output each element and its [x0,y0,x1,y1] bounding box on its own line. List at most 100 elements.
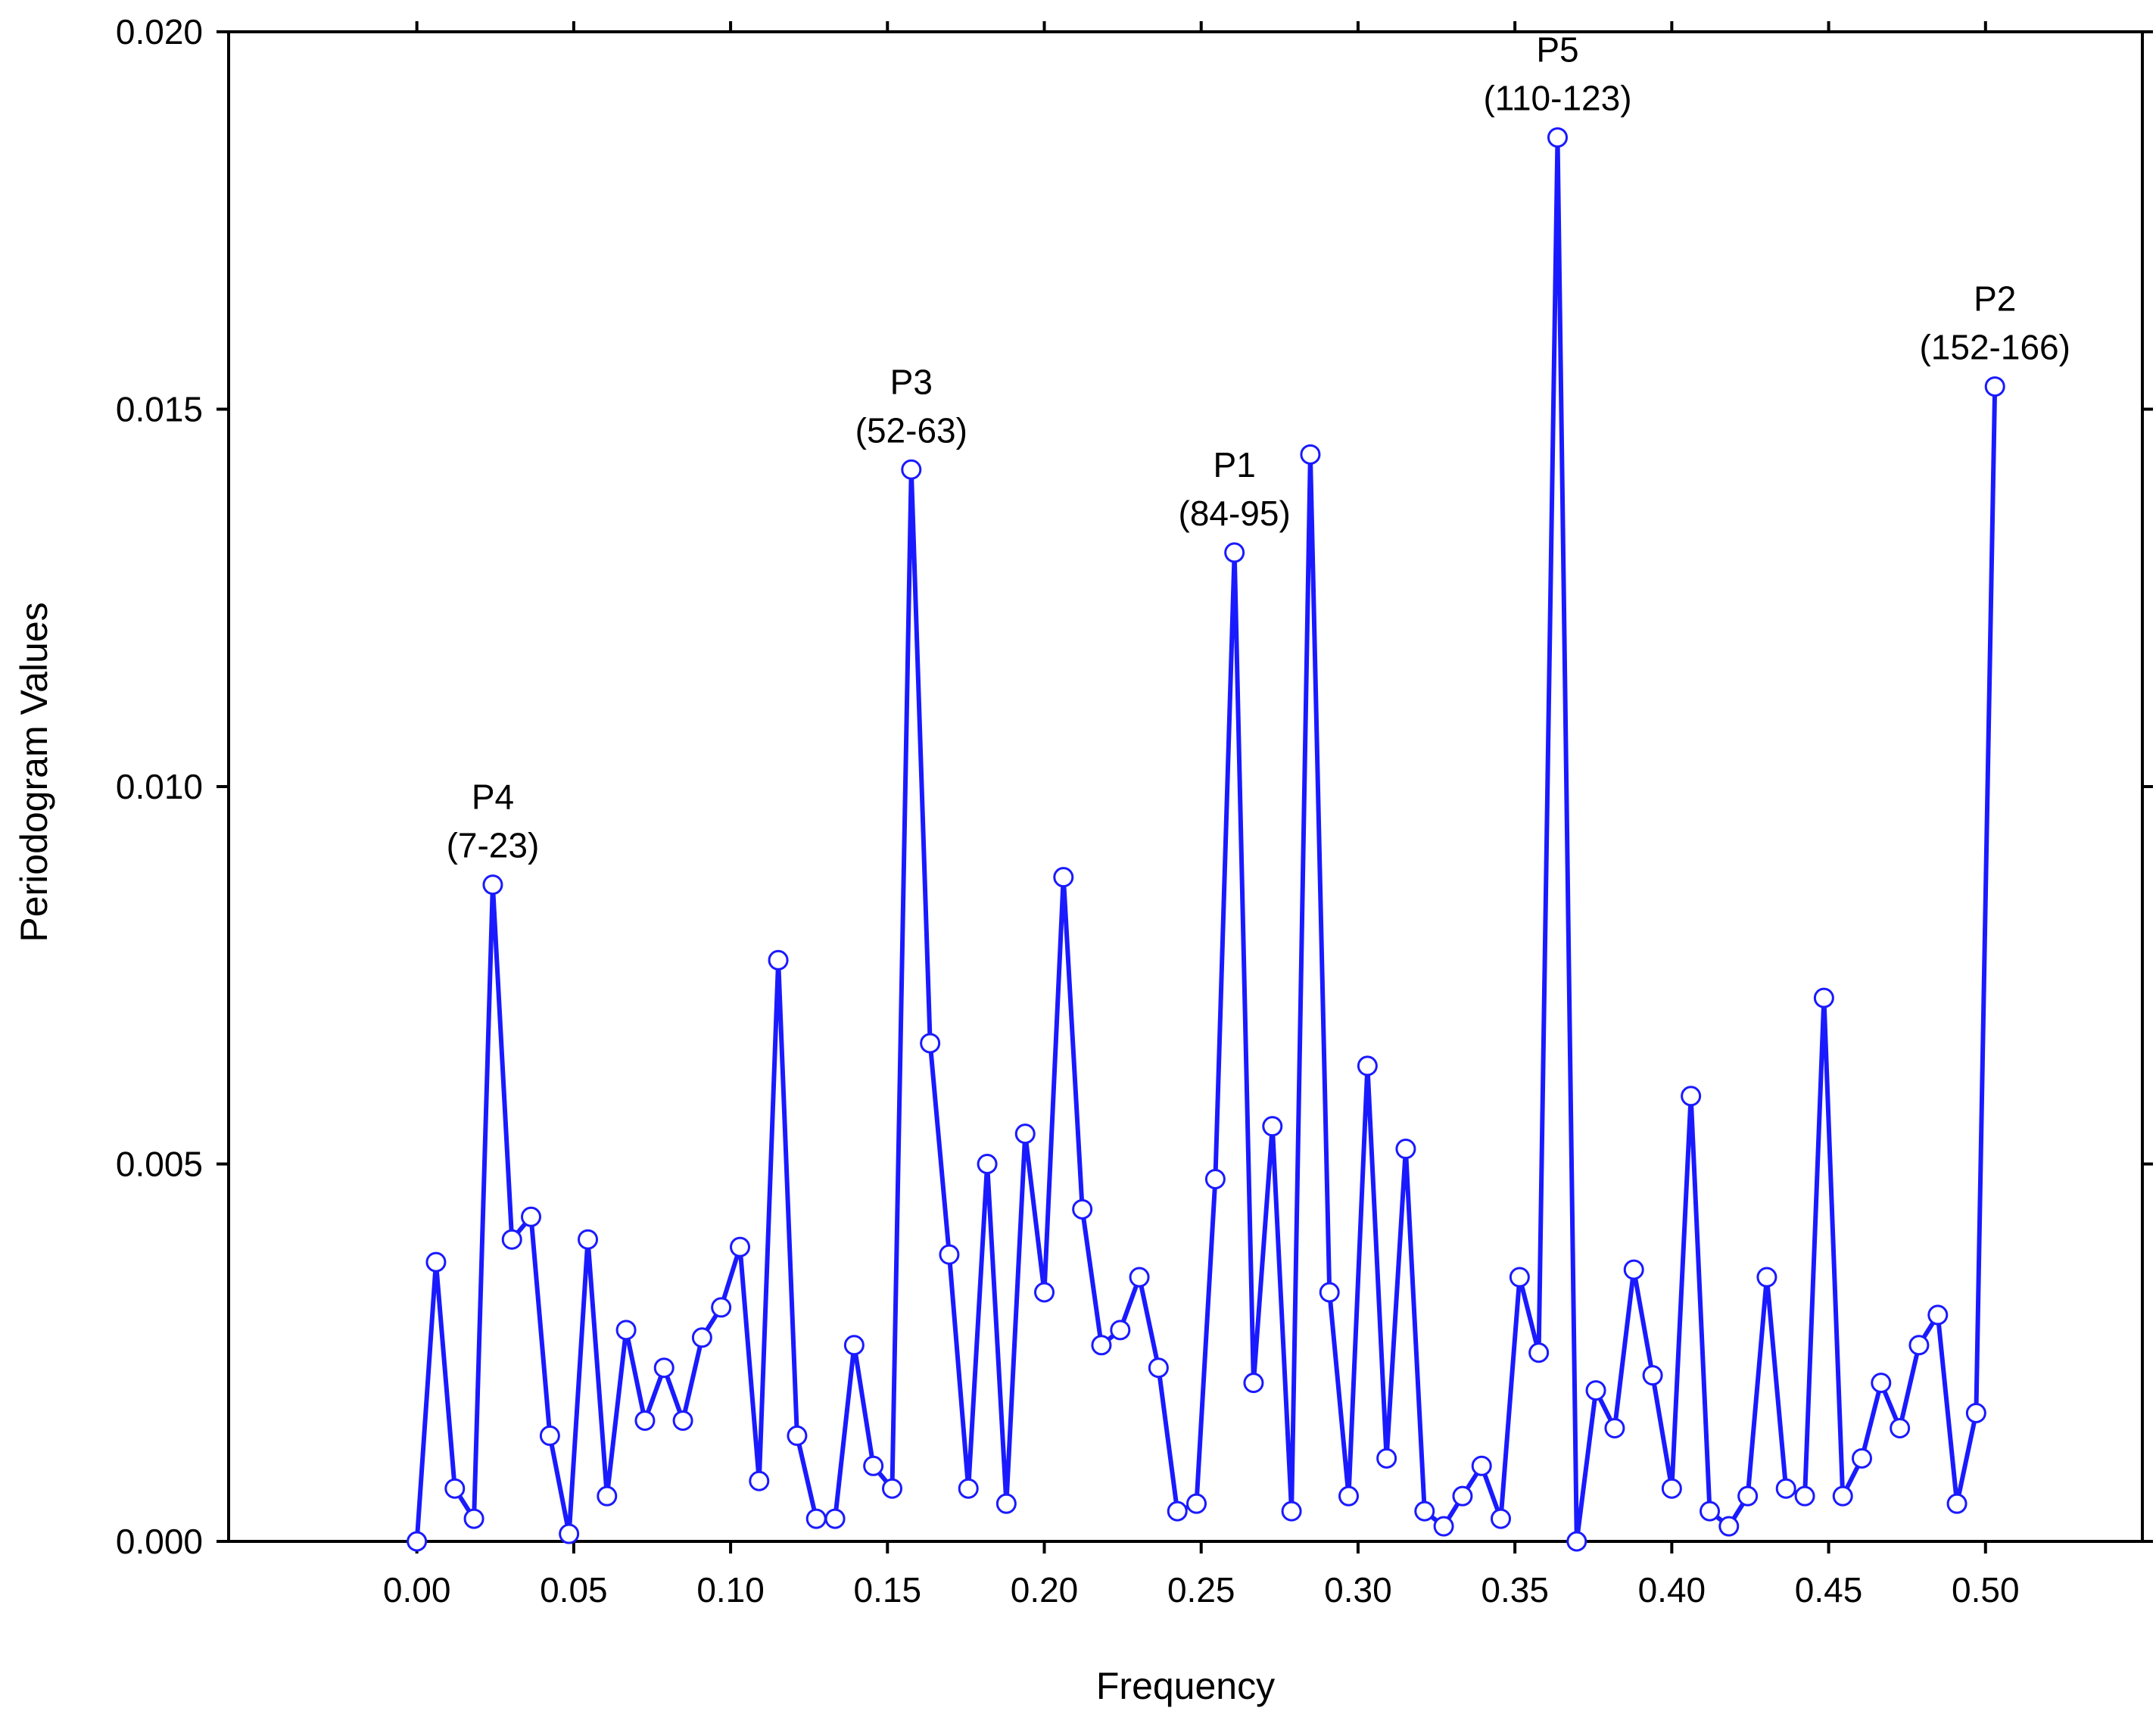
data-point [1148,1357,1169,1379]
data-point [1852,1448,1873,1469]
data-point [463,1508,484,1529]
data-point [1433,1516,1454,1537]
peak-label: P1 [1214,445,1256,485]
y-tick-label: 0.010 [116,767,203,806]
y-tick-label: 0.015 [116,390,203,429]
data-point [425,1251,447,1273]
data-point [824,1508,846,1529]
data-point [901,459,922,480]
x-tick-label: 0.50 [1952,1570,2020,1610]
data-point [1965,1403,1986,1424]
data-point [1794,1485,1815,1507]
data-point [1224,542,1245,563]
data-point [1661,1478,1682,1499]
data-point [1775,1478,1796,1499]
data-point [559,1523,580,1544]
data-point [672,1410,693,1431]
x-tick-label: 0.05 [540,1570,608,1610]
peak-range: (110-123) [1483,79,1631,118]
ticks: 0.00 0.05 0.10 0.15 0.20 0.25 0.30 0.35 0.40 0.45… [116,12,2153,1610]
data-point [597,1485,618,1507]
data-point [711,1297,732,1318]
y-tick-label: 0.005 [116,1145,203,1184]
x-tick-label: 0.10 [696,1570,765,1610]
data-point [521,1206,542,1227]
data-point [1946,1493,1968,1514]
data-point [1509,1267,1530,1288]
data-point [768,949,789,971]
data-point [1357,1055,1378,1077]
data-point [1053,867,1074,888]
y-tick-label: 0.000 [116,1522,203,1561]
data-point [578,1229,599,1250]
data-point [1091,1335,1112,1356]
data-point [995,1493,1017,1514]
x-axis-title: Frequency [1096,1665,1275,1707]
y-tick-label: 0.020 [116,12,203,51]
x-tick-label: 0.20 [1011,1570,1079,1610]
peak-label: P2 [1974,279,2016,319]
data-point [805,1508,827,1529]
data-point [1376,1448,1397,1469]
data-point [1984,376,2005,397]
x-tick-label: 0.45 [1795,1570,1863,1610]
data-point [1186,1493,1207,1514]
data-point [787,1425,808,1446]
x-tick-label: 0.40 [1638,1570,1706,1610]
data-point [1927,1304,1949,1326]
data-point [1566,1531,1587,1552]
data-point [939,1244,960,1265]
data-point [1871,1373,1892,1394]
data-point [1813,987,1834,1008]
data-point [1414,1501,1435,1522]
data-point [1243,1373,1264,1394]
x-tick-label: 0.35 [1481,1570,1549,1610]
peak-range: (7-23) [447,826,540,865]
data-point [653,1357,675,1379]
peak-range: (152-166) [1919,328,2070,367]
data-point [1585,1380,1606,1401]
data-point [539,1425,560,1446]
data-point [1395,1139,1416,1160]
data-point [920,1033,941,1054]
data-point [482,874,503,896]
data-point [1718,1516,1740,1537]
data-point [1129,1267,1150,1288]
data-point [444,1478,466,1499]
peak-label: P5 [1536,30,1578,70]
data-point [1700,1501,1721,1522]
data-point [1832,1485,1853,1507]
data-point [1623,1259,1644,1280]
data-point [1014,1123,1036,1145]
data-point [1167,1501,1188,1522]
data-point [1471,1455,1492,1476]
y-axis-title: Periodogram Values [13,602,55,942]
data-point [1528,1342,1550,1363]
data-point [501,1229,522,1250]
data-point [1034,1282,1055,1303]
data-point [1300,444,1321,465]
data-point [1204,1168,1226,1189]
data-point [1681,1086,1702,1107]
x-tick-label: 0.30 [1324,1570,1392,1610]
data-point [1319,1282,1340,1303]
data-point [730,1236,751,1257]
data-point [1908,1335,1930,1356]
data-point [691,1327,712,1348]
data-point [1737,1485,1759,1507]
data-point [1547,127,1569,148]
data-point [1756,1267,1777,1288]
data-point [407,1531,428,1552]
x-tick-label: 0.25 [1167,1570,1235,1610]
x-tick-label: 0.00 [383,1570,451,1610]
peak-label: P4 [472,778,514,817]
data-point [1281,1501,1302,1522]
data-point [1338,1485,1360,1507]
data-point [1490,1508,1511,1529]
data-point [1452,1485,1473,1507]
data-point [977,1154,998,1174]
data-point [1604,1417,1625,1438]
peak-range: (84-95) [1179,494,1291,533]
data-point [1890,1417,1911,1438]
